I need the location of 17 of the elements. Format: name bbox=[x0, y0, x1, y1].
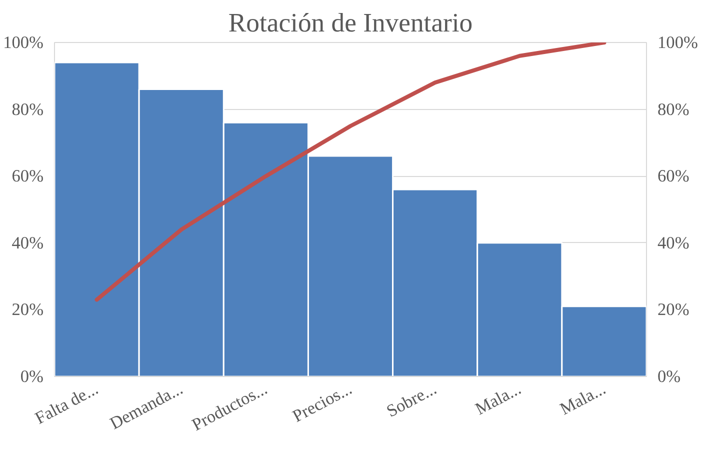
x-tick-label: Mala... bbox=[556, 379, 609, 419]
y2-tick-label: 60% bbox=[658, 166, 690, 186]
y-tick-label: 40% bbox=[12, 233, 44, 252]
y-tick-label: 80% bbox=[12, 100, 44, 119]
y2-tick-label: 40% bbox=[658, 233, 690, 252]
y2-tick-label: 20% bbox=[658, 300, 690, 320]
y2-tick-label: 100% bbox=[658, 33, 698, 52]
chart-title: Rotación de Inventario bbox=[228, 8, 473, 38]
y-tick-label: 0% bbox=[20, 367, 44, 386]
y-tick-label: 100% bbox=[3, 33, 44, 52]
y-tick-label: 20% bbox=[12, 300, 44, 320]
x-tick-label: Sobre... bbox=[383, 379, 440, 421]
line-series bbox=[94, 42, 606, 302]
y2-tick-label: 80% bbox=[658, 100, 690, 119]
y2-tick-label: 0% bbox=[658, 367, 681, 386]
y-tick-label: 60% bbox=[12, 166, 44, 186]
x-tick-label: Mala... bbox=[472, 379, 524, 419]
